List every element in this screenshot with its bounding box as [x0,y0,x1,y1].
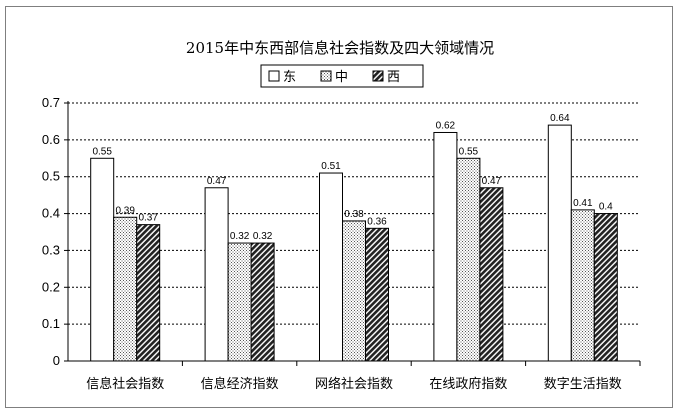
y-tick-label: 0.2 [42,279,60,294]
bar-west [479,187,504,362]
data-label: 0.64 [550,113,570,124]
y-tick-label: 0.5 [42,169,60,184]
y-tick-label: 0.1 [42,316,60,331]
bars [90,124,618,362]
bar-central [342,220,366,362]
data-label: 0.55 [92,146,112,157]
chart-frame: 2015年中东西部信息社会指数及四大领域情况 0 0.1 0.2 0.3 0.4 0.5 0… [5,6,673,408]
data-label: 0.47 [482,176,502,187]
legend-swatch [320,70,332,82]
bar-east [204,187,229,362]
bar-west [136,224,161,362]
legend-swatch [268,70,280,82]
x-category-label: 在线政府指数 [429,377,507,392]
bar-west [250,242,275,362]
data-label: 0.62 [436,120,456,131]
data-label: 0.37 [138,213,158,224]
x-category-label: 信息经济指数 [201,376,279,392]
legend-label: 东 [283,70,296,85]
bar-west [593,213,618,362]
data-label: 0.39 [115,205,135,216]
data-label: 0.41 [573,198,593,209]
data-labels: 0.55 0.390.37 0.47 0.32 0.32 0.51 0.380.36 0.62… [92,113,613,242]
bar-central [570,209,595,362]
x-category-label: 信息社会指数 [86,376,164,392]
bar-east [319,172,343,362]
y-tick-label: 0.4 [42,206,60,221]
bar-east [433,131,458,362]
data-label: 0.32 [253,231,273,242]
y-tick-label: 0 [53,353,60,368]
bar-central [227,242,252,362]
legend-swatch [372,70,384,82]
data-label: 0.38 [344,209,364,220]
bar-east [90,157,115,362]
bar-east [547,124,572,362]
bar-west [365,227,389,362]
data-label: 0.36 [367,216,387,227]
bar-chart: 2015年中东西部信息社会指数及四大领域情况 0 0.1 0.2 0.3 0.4 0.5 0… [42,39,641,392]
y-tick-label: 0.3 [42,242,60,257]
legend-label: 西 [387,70,400,85]
data-label: 0.32 [230,231,250,242]
data-label: 0.47 [207,176,227,187]
x-category-label: 数字生活指数 [544,377,622,392]
y-tick-label: 0.7 [42,95,60,110]
bar-central [456,157,481,362]
data-label: 0.4 [599,202,613,213]
chart-title: 2015年中东西部信息社会指数及四大领域情况 [186,39,494,57]
bar-central [113,216,138,362]
data-label: 0.55 [459,146,479,157]
data-label: 0.51 [321,161,341,172]
x-category-label: 网络社会指数 [315,376,393,392]
y-tick-label: 0.6 [42,132,60,147]
legend-label: 中 [335,70,348,85]
legend: 东中西 [260,64,424,88]
